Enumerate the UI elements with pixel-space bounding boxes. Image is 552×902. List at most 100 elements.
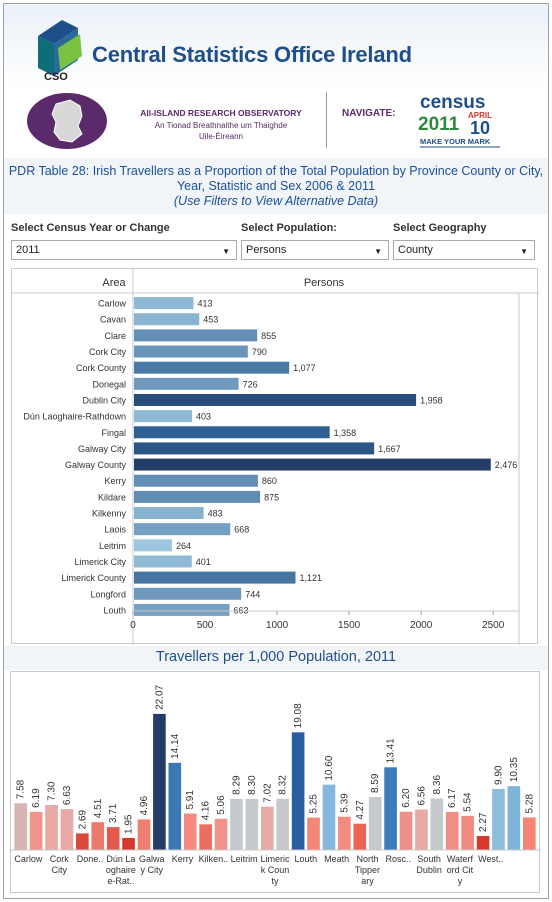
column-mark[interactable] — [214, 818, 228, 850]
column-mark[interactable] — [368, 797, 382, 850]
bar-value-label: 875 — [264, 492, 279, 502]
census-tagline: MAKE YOUR MARK — [420, 137, 491, 146]
bar-mark[interactable] — [134, 587, 242, 600]
column-category-label-line: South — [417, 854, 441, 864]
bar-mark[interactable] — [134, 361, 290, 374]
bar-category-label: Cavan — [100, 315, 126, 325]
column-mark[interactable] — [522, 817, 536, 850]
census-year-select[interactable]: 2011 ▼ — [11, 240, 237, 260]
column-mark[interactable] — [14, 803, 28, 850]
column-category-label-line: y — [458, 876, 463, 886]
bar-mark[interactable] — [134, 426, 330, 439]
column-mark[interactable] — [45, 804, 58, 850]
census-year-select-value: 2011 — [16, 244, 40, 256]
column-mark[interactable] — [430, 798, 444, 850]
column-mark[interactable] — [260, 806, 274, 850]
column-mark[interactable] — [183, 813, 197, 850]
bar-value-label: 744 — [245, 589, 260, 599]
column-mark[interactable] — [276, 798, 290, 850]
column-mark[interactable] — [353, 823, 367, 850]
column-value-label: 5.54 — [463, 792, 474, 812]
column-mark[interactable] — [106, 827, 120, 850]
bar-mark[interactable] — [134, 603, 230, 616]
column-mark[interactable] — [76, 833, 89, 850]
bar-category-label: Galway County — [65, 460, 127, 470]
column-mark[interactable] — [230, 798, 243, 850]
column-value-label: 10.35 — [509, 757, 520, 782]
column-mark[interactable] — [415, 809, 428, 850]
column-mark[interactable] — [199, 824, 212, 850]
column-category-label-line: Rosc.. — [386, 854, 412, 864]
column-mark[interactable] — [384, 767, 397, 850]
column-mark[interactable] — [291, 732, 305, 850]
cso-logo[interactable]: CSO — [34, 18, 86, 86]
chevron-down-icon: ▼ — [374, 247, 382, 256]
column-mark[interactable] — [338, 816, 351, 850]
column-value-label: 4.96 — [139, 796, 150, 816]
bar-mark[interactable] — [134, 458, 491, 471]
column-mark[interactable] — [245, 798, 259, 850]
bar-mark[interactable] — [134, 523, 231, 536]
bar-mark[interactable] — [134, 297, 194, 310]
population-select[interactable]: Persons ▼ — [241, 240, 389, 260]
column-value-label: 7.30 — [47, 781, 58, 801]
bar-category-label: Kilkenny — [92, 509, 127, 519]
site-title: Central Statistics Office Ireland — [92, 42, 412, 67]
bar-mark[interactable] — [134, 313, 200, 326]
column-category-label-line: Waterf — [447, 854, 474, 864]
column-category-label-line: Leitrim — [231, 854, 258, 864]
table-title-line1: PDR Table 28: Irish Travellers as a Prop… — [8, 164, 544, 178]
airo-logo[interactable] — [26, 92, 108, 150]
persons-bar-chart-svg: Area Persons Carlow 413 Cavan 453 Clare 855 Cork… — [12, 269, 539, 645]
column-mark[interactable] — [122, 837, 135, 850]
column-mark[interactable] — [492, 788, 505, 850]
column-mark[interactable] — [153, 713, 166, 850]
column-value-label: 22.07 — [154, 684, 165, 709]
chevron-down-icon: ▼ — [222, 247, 230, 256]
column-category-label: Dún La oghaire e-Rat.. — [106, 854, 136, 886]
column-mark[interactable] — [307, 817, 320, 850]
column-mark[interactable] — [476, 836, 490, 850]
column-mark[interactable] — [137, 819, 151, 850]
bar-mark[interactable] — [134, 507, 204, 520]
column-mark[interactable] — [168, 762, 182, 850]
column-mark[interactable] — [507, 786, 521, 850]
population-select-value: Persons — [246, 244, 287, 256]
bar-mark[interactable] — [134, 410, 193, 423]
column-mark[interactable] — [461, 815, 474, 850]
bar-value-label: 668 — [234, 525, 249, 535]
column-value-label: 5.91 — [185, 790, 196, 810]
column-mark[interactable] — [399, 811, 413, 850]
column-mark[interactable] — [445, 811, 459, 850]
column-category-label-line: oghaire — [106, 865, 136, 875]
column-category-label: Carlow — [14, 854, 43, 864]
bar-value-label: 1,667 — [378, 444, 401, 454]
bar-mark[interactable] — [134, 345, 248, 358]
column-mark[interactable] — [91, 822, 105, 850]
census-year: 2011 — [418, 114, 460, 135]
bar-mark[interactable] — [134, 539, 173, 552]
bar-mark[interactable] — [134, 377, 239, 390]
bar-mark[interactable] — [134, 442, 375, 455]
column-value-label: 7.02 — [262, 783, 273, 803]
bar-category-label: Donegal — [92, 379, 126, 389]
bar-mark[interactable] — [134, 474, 258, 487]
geography-select[interactable]: County ▼ — [393, 240, 535, 260]
census-2011-logo[interactable]: census 2011 APRIL 10 MAKE YOUR MARK — [416, 90, 506, 152]
bar-mark[interactable] — [134, 555, 192, 568]
bar-value-label: 1,121 — [300, 573, 323, 583]
column-value-label: 2.69 — [77, 810, 88, 830]
bar-value-label: 2,476 — [495, 460, 518, 470]
persons-bar-chart: Area Persons Carlow 413 Cavan 453 Clare 855 Cork… — [11, 268, 539, 645]
column-mark[interactable] — [60, 809, 74, 850]
bar-mark[interactable] — [134, 393, 417, 406]
column-value-label: 6.20 — [401, 788, 412, 808]
column-mark[interactable] — [29, 811, 43, 850]
bar-value-label: 790 — [252, 347, 267, 357]
bar-mark[interactable] — [134, 571, 296, 584]
bar-mark[interactable] — [134, 329, 258, 342]
column-category-label-line: Dún La — [106, 854, 135, 864]
column-category-label: Leitrim — [231, 854, 258, 864]
column-mark[interactable] — [322, 784, 336, 850]
bar-mark[interactable] — [134, 490, 261, 503]
